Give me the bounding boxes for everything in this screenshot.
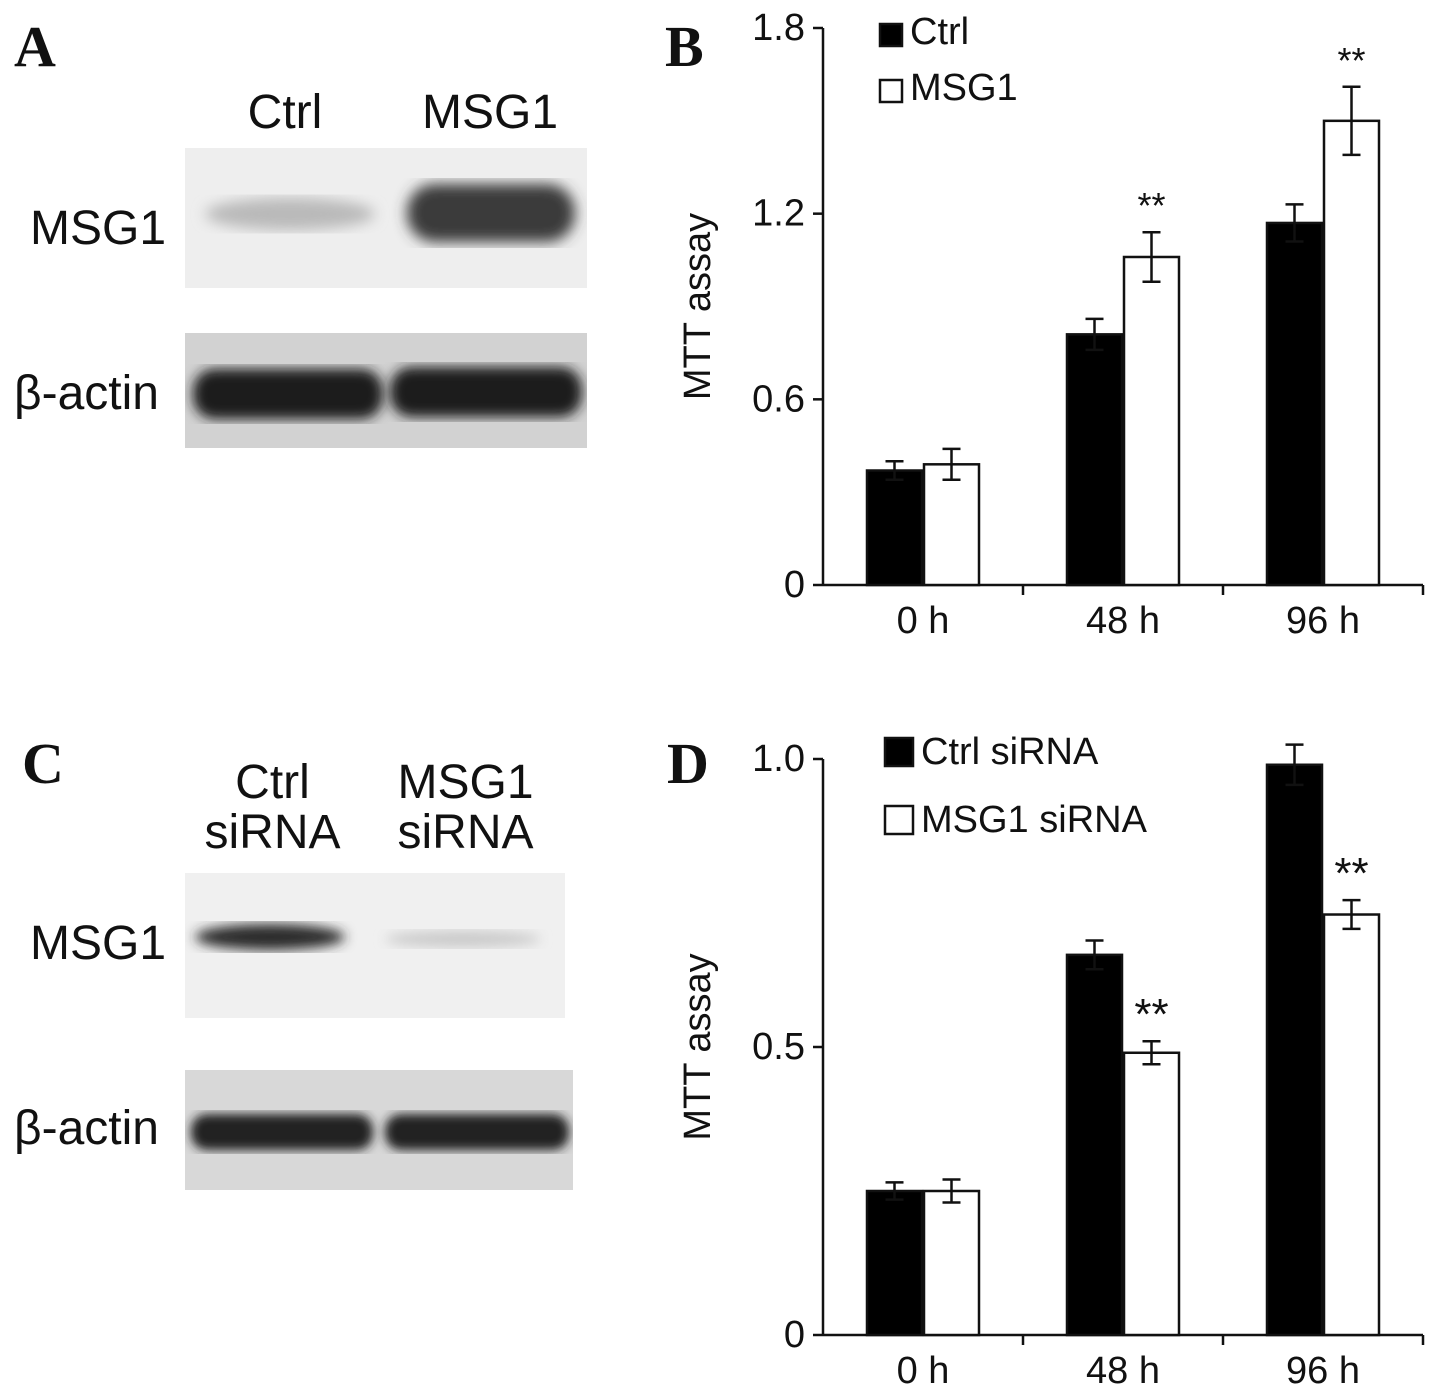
lane-label-ctrl-sirna-line2: siRNA <box>204 805 341 859</box>
x-tick-label: 96 h <box>1286 1350 1360 1392</box>
y-tick-label: 1.2 <box>752 193 805 235</box>
x-tick-label: 48 h <box>1086 600 1160 642</box>
significance-marker: ** <box>1334 849 1368 898</box>
legend-swatch <box>878 22 904 48</box>
bar-msg1-sirna <box>922 1189 981 1337</box>
y-tick-label: 1.8 <box>752 7 805 49</box>
western-blot-actin-c <box>185 1070 573 1190</box>
legend-swatch <box>883 736 915 768</box>
blot-row-label-msg1-c: MSG1 <box>30 917 167 970</box>
significance-marker: ** <box>1134 990 1168 1039</box>
significance-marker: ** <box>1137 185 1165 226</box>
y-tick-label: 0 <box>784 564 805 606</box>
bar-msg1-sirna <box>1322 913 1381 1337</box>
y-tick-label: 0 <box>784 1314 805 1356</box>
x-tick-label: 96 h <box>1286 600 1360 642</box>
lane-label-msg1-sirna-line2: siRNA <box>397 805 534 859</box>
x-tick-label: 0 h <box>897 600 950 642</box>
western-blot-msg1-a <box>185 148 587 288</box>
panel-letter-a: A <box>14 14 56 79</box>
panel-letter-c: C <box>22 731 64 796</box>
significance-marker: ** <box>1337 40 1365 81</box>
panel-letter-d: D <box>667 731 709 796</box>
legend-label: Ctrl siRNA <box>921 731 1099 773</box>
bar-msg1 <box>922 463 981 587</box>
legend-label: Ctrl <box>910 11 969 53</box>
bar-ctrl-sirna <box>865 1189 924 1337</box>
western-blot-msg1-c <box>185 873 565 1018</box>
lane-label-msg1-sirna-line1: MSG1 <box>397 756 534 809</box>
x-tick-label: 48 h <box>1086 1350 1160 1392</box>
y-tick-label: 0.5 <box>752 1026 805 1068</box>
bar-ctrl <box>1065 333 1124 587</box>
legend-swatch <box>883 804 915 836</box>
bar-ctrl-sirna <box>1265 763 1324 1337</box>
lane-label-ctrl-sirna: Ctrl siRNA <box>185 758 360 858</box>
blot-row-label-beta-actin-c: β-actin <box>14 1102 159 1155</box>
lane-label-msg1: MSG1 <box>421 86 559 139</box>
lane-label-msg1-sirna: MSG1 siRNA <box>378 758 553 858</box>
bar-msg1 <box>1322 119 1381 587</box>
bar-ctrl-sirna <box>1065 953 1124 1337</box>
legend-swatch <box>878 78 904 104</box>
y-axis-label: MTT assay <box>677 953 719 1140</box>
panel-letter-b: B <box>665 14 704 79</box>
lane-label-ctrl-sirna-line1: Ctrl <box>235 756 310 809</box>
x-tick-label: 0 h <box>897 1350 950 1392</box>
bar-chart-b: 0 0.6 1.2 1.8 MTT assay 0 h 48 h 96 h ** ** Ctrl MS… <box>677 7 1425 642</box>
bar-ctrl <box>865 469 924 587</box>
bar-msg1-sirna <box>1122 1051 1181 1337</box>
y-axis-label: MTT assay <box>677 213 719 400</box>
legend-label: MSG1 siRNA <box>921 799 1148 841</box>
bar-chart-d: 0 0.5 1.0 MTT assay 0 h 48 h 96 h ** ** Ctrl siRN… <box>677 731 1425 1392</box>
blot-row-label-msg1: MSG1 <box>30 202 167 255</box>
blot-row-label-beta-actin: β-actin <box>14 367 159 420</box>
bar-ctrl <box>1265 221 1324 587</box>
bar-msg1 <box>1122 255 1181 587</box>
legend-label: MSG1 <box>910 67 1018 109</box>
western-blot-actin-a <box>185 333 587 448</box>
y-tick-label: 0.6 <box>752 378 805 420</box>
y-tick-label: 1.0 <box>752 738 805 780</box>
lane-label-ctrl: Ctrl <box>247 86 323 139</box>
